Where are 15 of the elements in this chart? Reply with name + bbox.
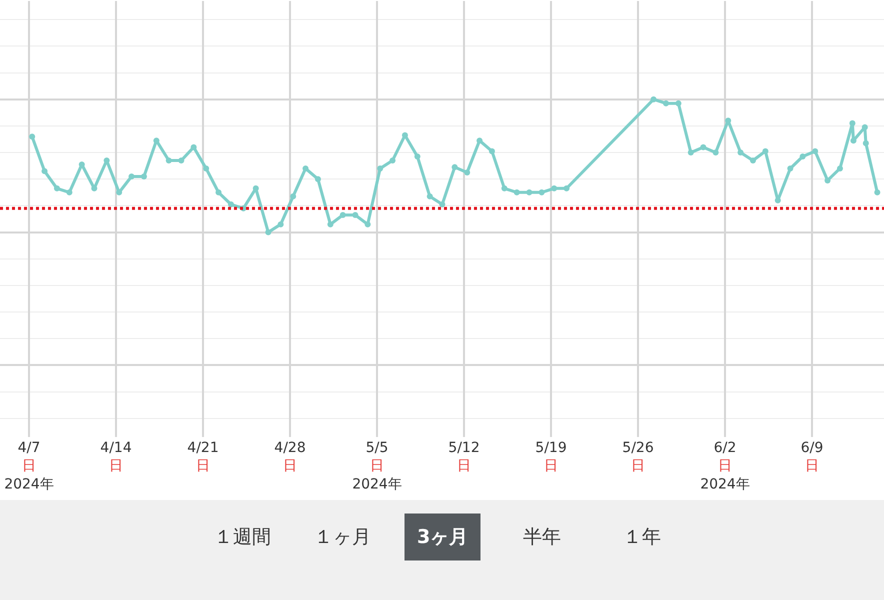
x-tick-label: 6/9 日 xyxy=(800,440,824,474)
x-tick-label: 4/7 日 2024年 xyxy=(4,440,54,492)
text: １ヶ月 xyxy=(314,526,371,548)
text: 3ヶ月 xyxy=(417,526,468,548)
x-tick-label: 6/2 日 2024年 xyxy=(700,440,750,492)
text: 半年 xyxy=(523,526,561,548)
x-tick-label: 5/19 日 xyxy=(535,440,567,474)
x-tick-label: 5/12 日 xyxy=(448,440,480,474)
text: １年 xyxy=(623,526,661,548)
x-tick-label: 4/14 日 xyxy=(100,440,132,474)
x-tick-label: 4/28 日 xyxy=(274,440,306,474)
x-tick-label: 5/5 日 2024年 xyxy=(352,440,402,492)
x-tick-label: 5/26 日 xyxy=(622,440,654,474)
x-tick-label: 4/21 日 xyxy=(187,440,219,474)
text: １週間 xyxy=(214,526,271,548)
